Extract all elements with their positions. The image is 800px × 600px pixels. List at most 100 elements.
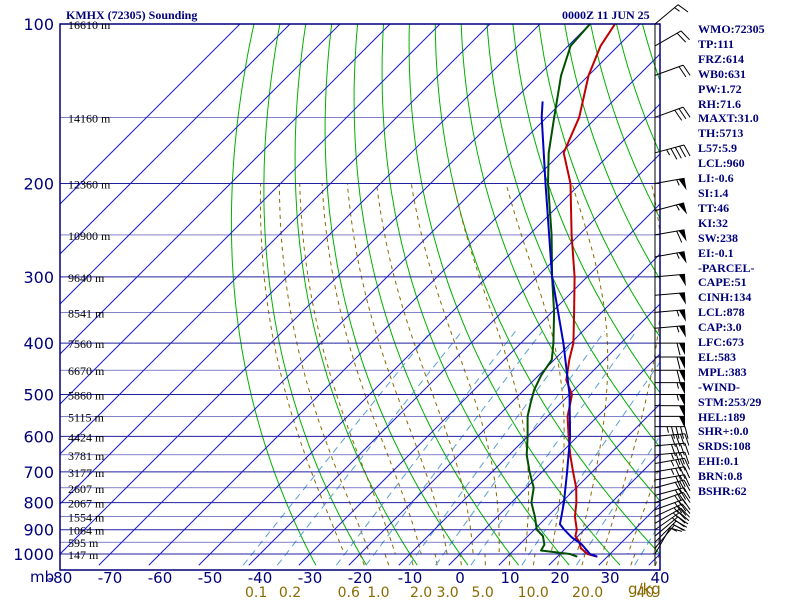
wind-barb xyxy=(654,457,691,472)
barb-staff xyxy=(654,524,675,549)
barb-full xyxy=(683,479,691,492)
isotherm xyxy=(60,24,541,505)
moist-adiabat xyxy=(346,183,462,566)
index-item: WMO:72305 xyxy=(698,22,765,36)
height-label: 7560 m xyxy=(68,337,105,351)
barb-full xyxy=(676,370,681,383)
barb-staff xyxy=(654,457,685,465)
barb-full xyxy=(684,458,691,470)
dry-adiabat xyxy=(263,24,367,566)
barb-full xyxy=(677,4,689,13)
mixing-ratio-line xyxy=(435,331,606,566)
barb-staff xyxy=(654,30,682,47)
dry-adiabat xyxy=(793,12,800,565)
height-label: 5115 m xyxy=(68,410,105,424)
barb-full xyxy=(676,510,687,520)
dry-adiabat xyxy=(460,24,660,502)
temperature-tick-label: 30 xyxy=(600,569,619,587)
barb-half xyxy=(673,507,679,513)
mixing-ratio-label: 0.2 xyxy=(279,585,301,600)
barb-full xyxy=(679,480,687,493)
index-item: TT:46 xyxy=(698,200,730,215)
barb-full xyxy=(674,502,683,514)
barb-full xyxy=(679,443,685,456)
mixing-ratio-line xyxy=(335,330,516,566)
index-item: TH:5713 xyxy=(698,126,744,141)
barb-pennant xyxy=(678,274,686,287)
dry-adiabat xyxy=(590,24,660,220)
index-item: LCL:960 xyxy=(698,156,745,171)
isotherm xyxy=(548,453,660,566)
barb-pennant xyxy=(678,292,686,305)
dry-adiabat xyxy=(564,24,660,281)
barb-full xyxy=(674,482,682,494)
barb-pennant xyxy=(678,325,686,338)
barb-staff xyxy=(654,479,685,489)
height-label: 147 m xyxy=(68,548,99,562)
pressure-tick-label: 200 xyxy=(23,175,54,194)
mixing-ratio-label: 1.0 xyxy=(367,585,389,600)
wind-barb xyxy=(654,309,686,322)
wind-barb xyxy=(654,251,687,264)
index-item: SW:238 xyxy=(698,230,739,245)
index-item: -PARCEL- xyxy=(698,260,755,275)
dry-adiabat xyxy=(230,24,317,566)
pressure-tick-label: 100 xyxy=(23,15,54,34)
barb-pennant xyxy=(678,229,687,242)
barb-half xyxy=(676,179,680,186)
barb-full xyxy=(675,426,680,439)
barb-half xyxy=(676,310,680,317)
pressure-tick-label: 800 xyxy=(23,494,54,513)
height-label: 8541 m xyxy=(68,306,105,320)
height-label: 2607 m xyxy=(68,482,105,496)
wind-barb xyxy=(654,426,689,439)
barb-full xyxy=(670,444,676,457)
height-label: 10900 m xyxy=(68,229,111,243)
index-item: CINH:134 xyxy=(698,290,752,305)
barb-half xyxy=(676,394,679,401)
temperature-tick-label: -60 xyxy=(148,569,173,587)
dewpoint-profile xyxy=(525,24,591,558)
barb-staff xyxy=(654,527,671,555)
index-item: SI:1.4 xyxy=(698,185,729,200)
barb-full xyxy=(675,468,682,480)
temperature-profile xyxy=(562,24,616,558)
height-label: 1554 m xyxy=(68,511,105,525)
barb-full xyxy=(676,32,687,43)
dry-adiabat xyxy=(434,24,660,555)
height-label: 16610 m xyxy=(68,18,111,32)
sounding-profiles xyxy=(525,24,616,558)
barb-full xyxy=(680,507,690,518)
barb-half xyxy=(671,517,678,523)
isotherm xyxy=(148,53,660,566)
barb-full xyxy=(675,443,681,456)
barb-full xyxy=(675,476,682,488)
barb-half xyxy=(670,453,674,460)
pressure-tick-label: 500 xyxy=(23,385,54,404)
wind-barb xyxy=(654,415,686,429)
wind-barb xyxy=(654,229,687,243)
height-label: 14160 m xyxy=(68,111,111,125)
index-item: TP:111 xyxy=(698,36,735,51)
index-item: CAPE:51 xyxy=(698,275,747,290)
dry-adiabat xyxy=(538,24,660,338)
barb-pennant xyxy=(679,370,685,383)
dry-adiabat xyxy=(324,24,469,566)
mixing-ratio-line xyxy=(634,522,660,566)
barb-staff xyxy=(654,4,679,25)
mixing-ratio-line xyxy=(576,435,660,566)
moist-adiabat xyxy=(299,183,414,566)
wind-barb xyxy=(654,466,691,480)
barb-full xyxy=(684,433,690,446)
height-label: 9640 m xyxy=(68,271,105,285)
barb-pennant xyxy=(678,178,687,191)
barb-half xyxy=(671,528,678,532)
barb-half xyxy=(674,7,680,12)
temperature-tick-label: -70 xyxy=(98,569,123,587)
mixing-ratio-line xyxy=(365,330,543,566)
barb-staff xyxy=(654,64,684,76)
barb-full xyxy=(679,434,685,447)
temperature-tick-label: -80 xyxy=(48,569,73,587)
wind-barb xyxy=(654,202,688,215)
barb-pennant xyxy=(679,405,685,418)
